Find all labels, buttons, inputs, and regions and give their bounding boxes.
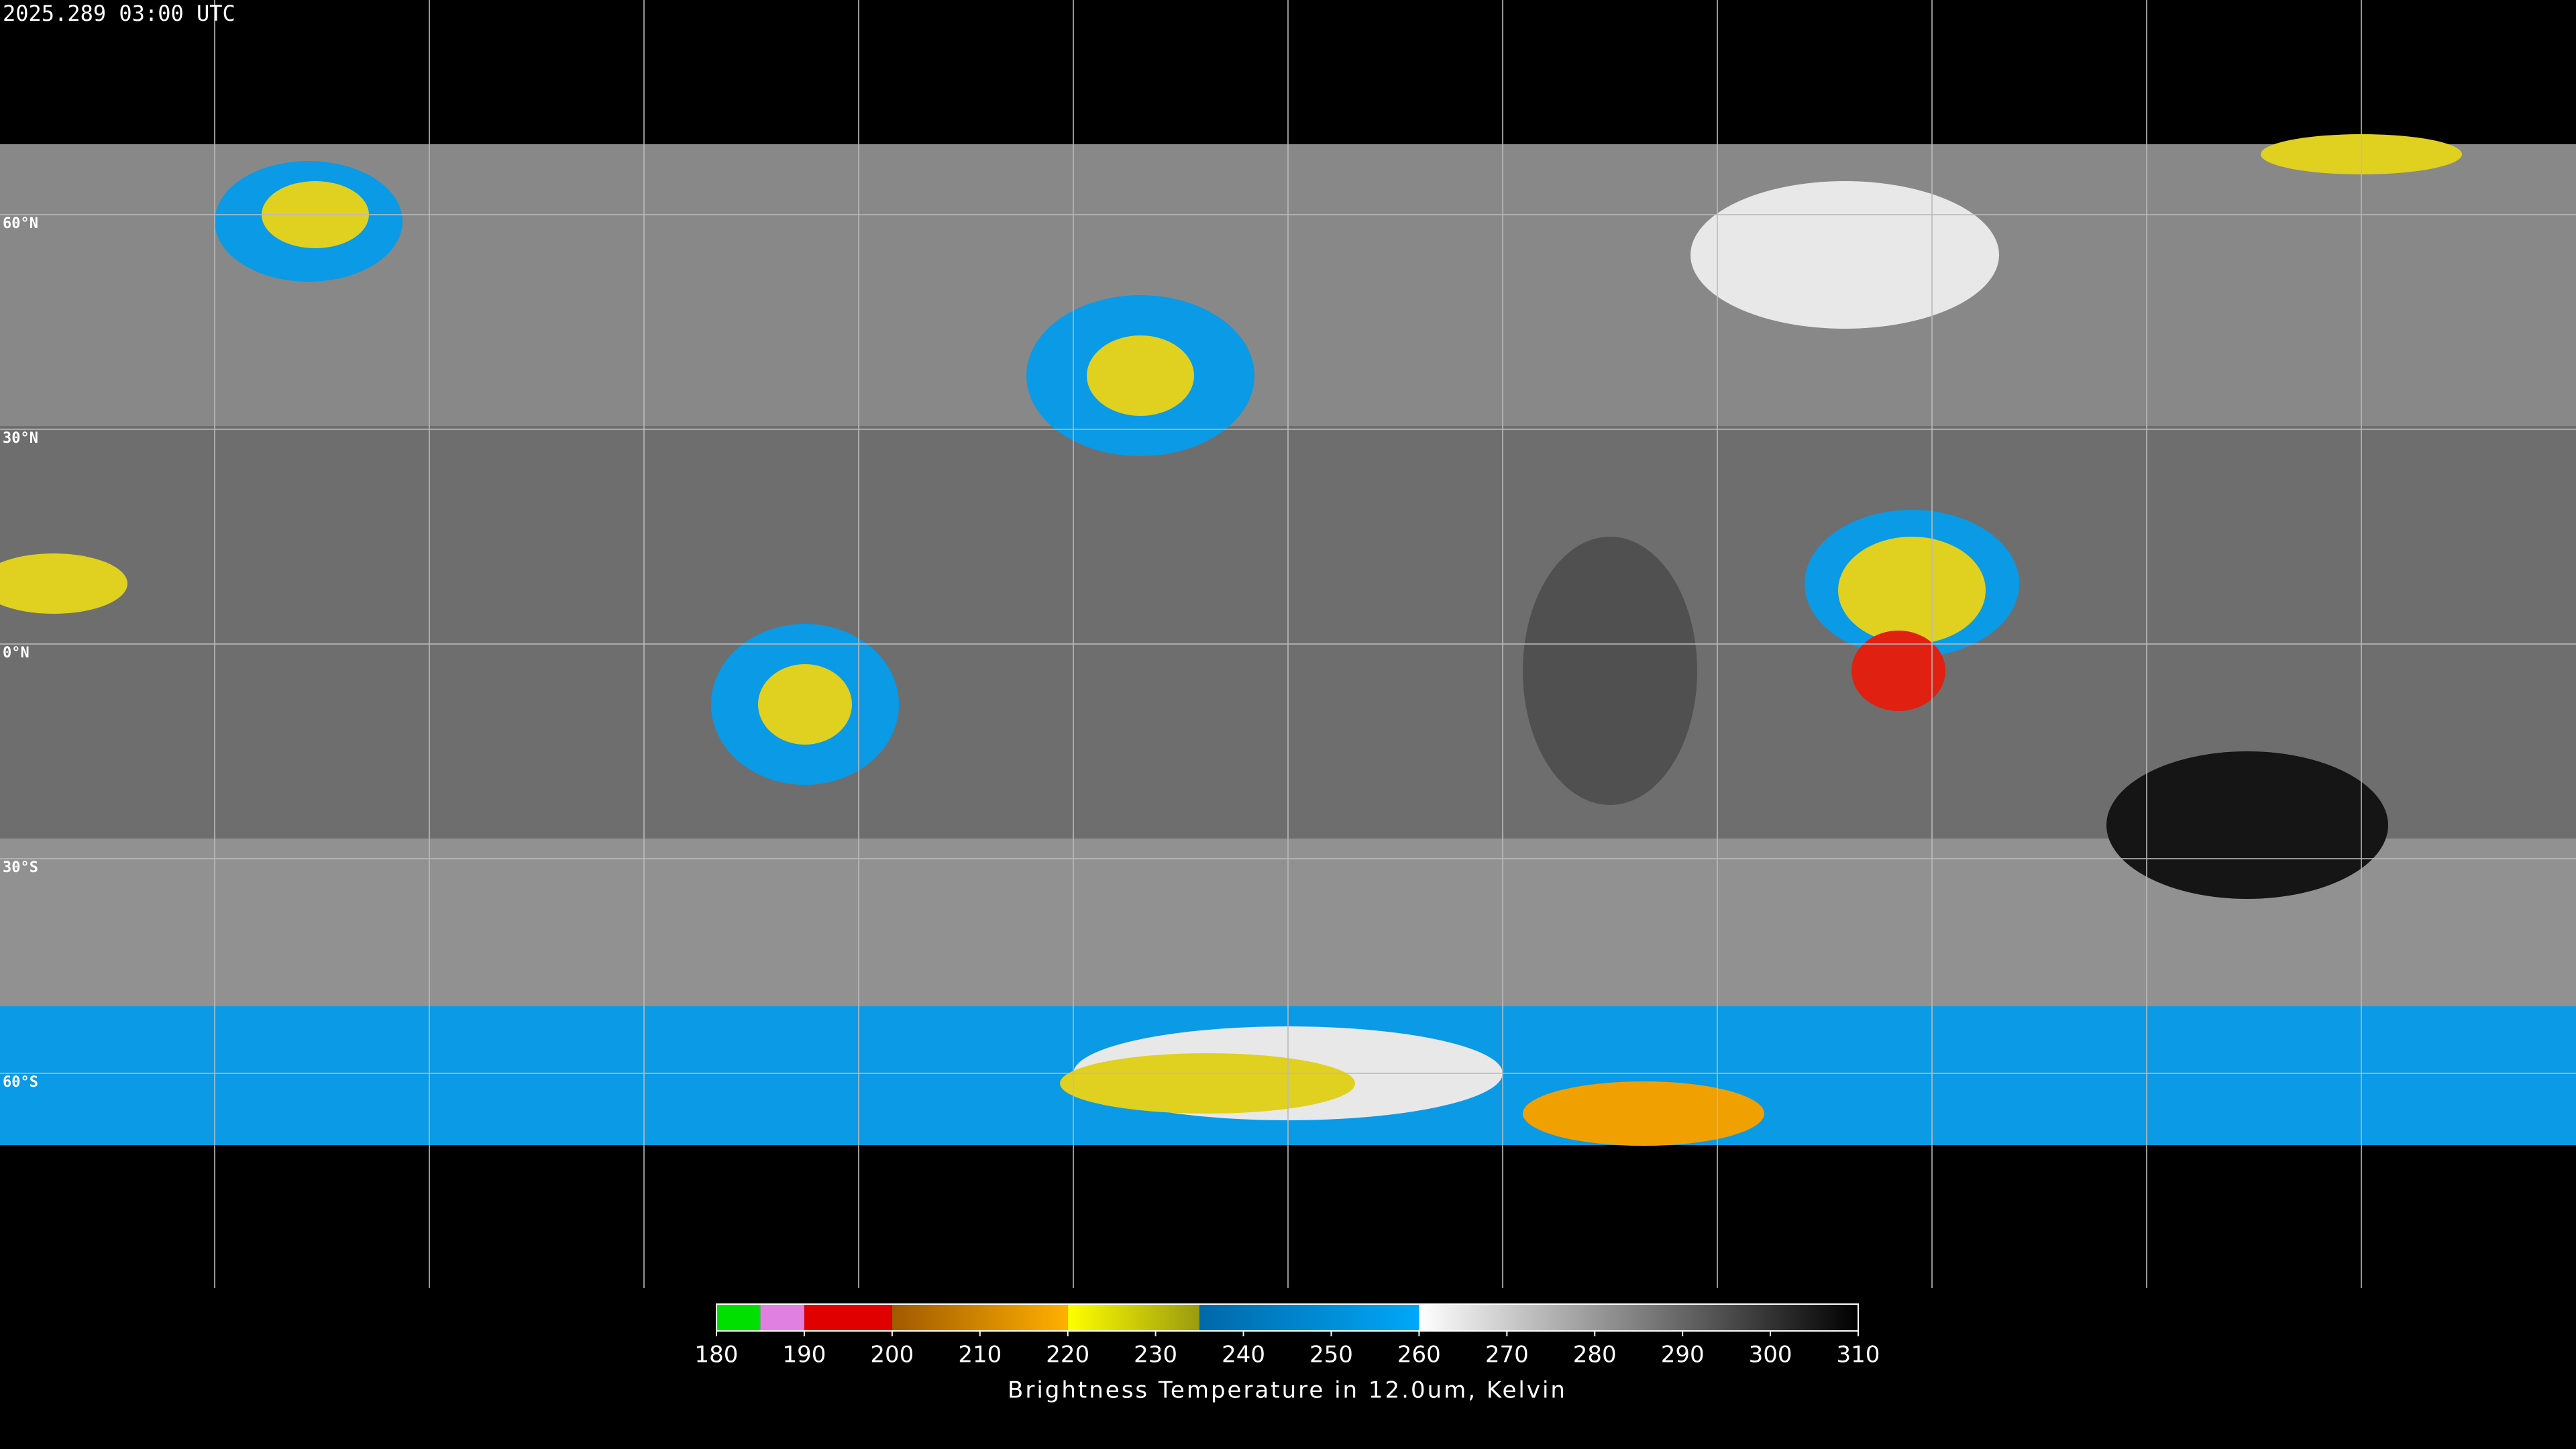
colorbar-tick-label: 260 xyxy=(1397,1342,1441,1368)
colorbar-tick-label: 180 xyxy=(695,1342,739,1368)
colorbar-tick-label: 240 xyxy=(1222,1342,1265,1368)
latitude-label: 0°N xyxy=(3,645,30,661)
colorbar-tick-label: 200 xyxy=(870,1342,914,1368)
colorbar-segment xyxy=(892,1304,1068,1331)
colorbar-segment xyxy=(1067,1304,1200,1331)
cloud xyxy=(1690,181,1999,329)
colorbar-segment xyxy=(1199,1304,1419,1331)
latitude-label: 60°S xyxy=(3,1074,38,1091)
latitude-grid: 60°N 30°N 0°N 30°S 60°S xyxy=(0,214,2576,1091)
colorbar-tick-label: 290 xyxy=(1661,1342,1705,1368)
colorbar-tick-label: 230 xyxy=(1134,1342,1177,1368)
colorbar: 180 190 200 210 220 230 240 250 260 270 280 290 300 3… xyxy=(695,1303,1880,1368)
colorbar-tick-label: 270 xyxy=(1485,1342,1529,1368)
cloud xyxy=(1060,1053,1355,1114)
colorbar-tick-label: 300 xyxy=(1749,1342,1792,1368)
latitude-label: 60°N xyxy=(3,215,38,232)
cloud xyxy=(1838,537,1986,644)
land-surface xyxy=(1523,537,1697,805)
timestamp: 2025.289 03:00 UTC xyxy=(3,1,235,26)
latitude-label: 30°S xyxy=(3,859,38,876)
cloud xyxy=(1087,335,1194,416)
colorbar-tick-label: 190 xyxy=(782,1342,826,1368)
cloud xyxy=(0,553,127,614)
colorbar-segment xyxy=(716,1304,761,1331)
cloud xyxy=(1523,1081,1764,1146)
colorbar-segment xyxy=(804,1304,892,1331)
colorbar-segment xyxy=(1419,1304,1858,1331)
colorbar-tick-label: 310 xyxy=(1837,1342,1880,1368)
colorbar-tick-label: 210 xyxy=(958,1342,1002,1368)
colorbar-frame xyxy=(716,1303,1859,1332)
land-surface xyxy=(2106,751,2388,899)
cloud xyxy=(758,664,852,745)
colorbar-segment xyxy=(760,1304,804,1331)
colorbar-tick-label: 280 xyxy=(1573,1342,1617,1368)
latitude-label: 30°N xyxy=(3,430,38,447)
cloud xyxy=(1851,631,1945,711)
colorbar-tick-label: 220 xyxy=(1046,1342,1089,1368)
colorbar-tick-label: 250 xyxy=(1309,1342,1353,1368)
colorbar-title: Brightness Temperature in 12.0um, Kelvin xyxy=(1008,1377,1567,1404)
